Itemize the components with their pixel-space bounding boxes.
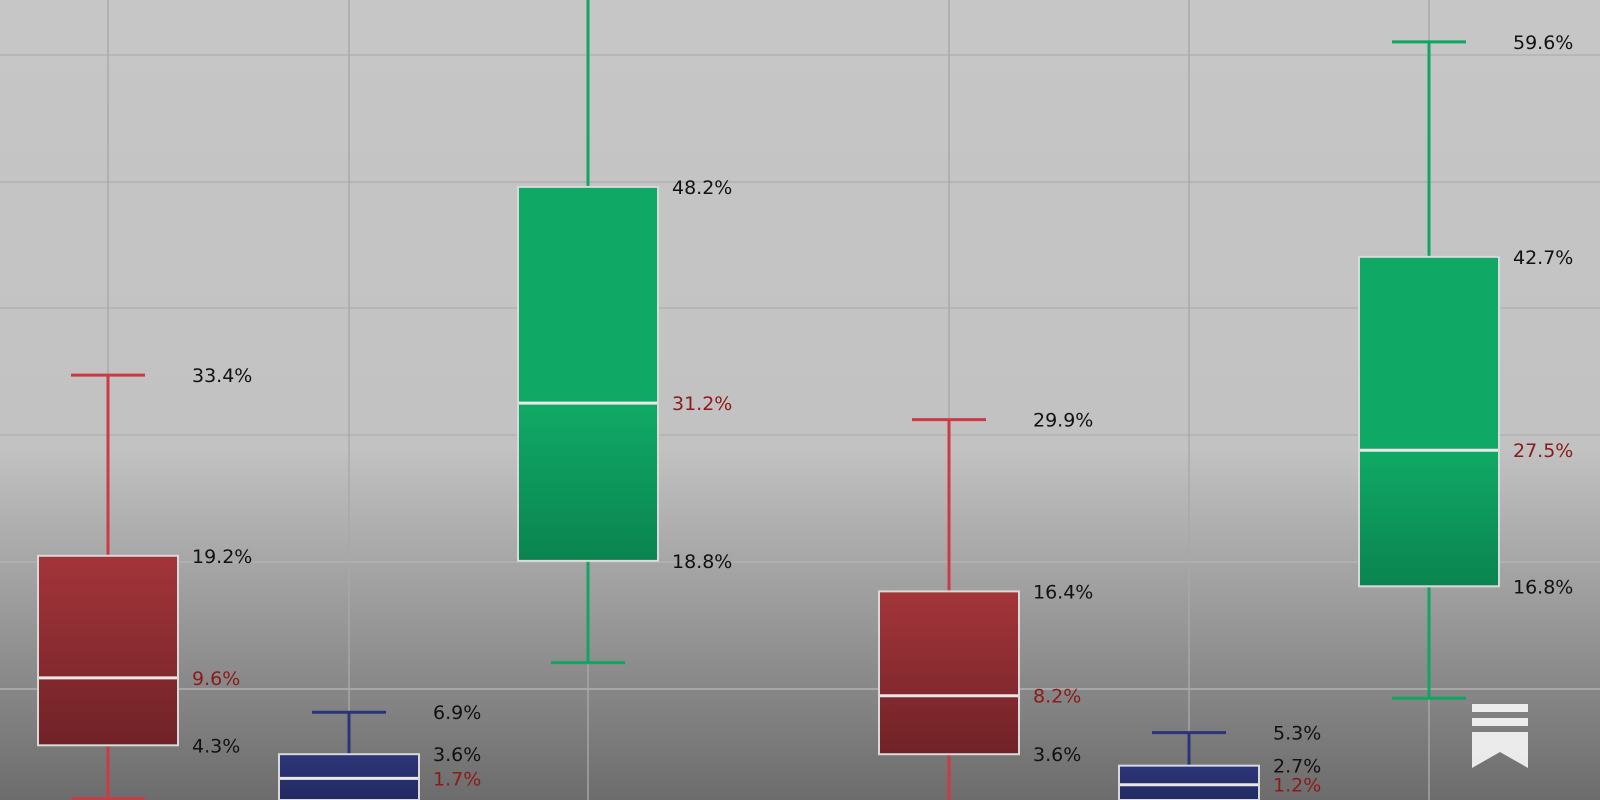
label-q1: 3.6% xyxy=(1033,744,1081,766)
label-q3: 16.4% xyxy=(1033,581,1093,603)
box-2: 6.9% 3.6%1.7% xyxy=(278,702,481,800)
box-iqr xyxy=(37,554,179,747)
box-1: 33.4% 19.2% 9.6% 4.3% xyxy=(37,365,252,800)
box-4: 29.9% 16.4% 8.2% 3.6% xyxy=(878,410,1093,800)
label-whisker-high: 5.3% xyxy=(1273,723,1321,745)
label-whisker-high: 6.9% xyxy=(433,702,481,724)
box-iqr xyxy=(517,185,659,562)
label-q3: 42.7% xyxy=(1513,247,1573,269)
label-q3: 2.7% xyxy=(1273,756,1321,778)
bookmark-logo-icon xyxy=(1472,704,1528,768)
label-median: 8.2% xyxy=(1033,686,1081,708)
label-median: 27.5% xyxy=(1513,440,1573,462)
box-iqr xyxy=(878,590,1020,756)
box-iqr xyxy=(1118,764,1260,800)
label-q1: 18.8% xyxy=(672,551,732,573)
label-q1: 16.8% xyxy=(1513,576,1573,598)
label-whisker-high: 33.4% xyxy=(192,365,252,387)
box-3: 48.2% 31.2% 18.8% xyxy=(517,0,732,665)
label-whisker-high: 59.6% xyxy=(1513,32,1573,54)
label-median: 1.2% xyxy=(1273,775,1321,797)
label-median: 31.2% xyxy=(672,393,732,415)
label-median: 9.6% xyxy=(192,668,240,690)
label-median: 1.7% xyxy=(433,768,481,790)
label-q1: 4.3% xyxy=(192,735,240,757)
label-whisker-high: 29.9% xyxy=(1033,410,1093,432)
label-q3: 48.2% xyxy=(672,177,732,199)
label-q3: 3.6% xyxy=(433,744,481,766)
box-iqr xyxy=(1358,255,1500,588)
label-q3: 19.2% xyxy=(192,546,252,568)
box-6: 59.6% 42.7% 27.5% 16.8% xyxy=(1358,32,1573,700)
box-series: 33.4%19.2%9.6%4.3%6.9%3.6%1.7%48.2%31.2%… xyxy=(37,0,1573,800)
box-5: 5.3% 2.7%1.2% xyxy=(1118,723,1321,800)
